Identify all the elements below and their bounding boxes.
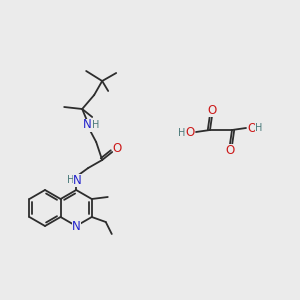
Text: H: H: [92, 120, 100, 130]
Text: O: O: [248, 122, 256, 134]
Text: N: N: [72, 220, 81, 233]
Text: N: N: [73, 173, 82, 187]
Text: O: O: [225, 143, 235, 157]
Text: H: H: [255, 123, 263, 133]
Text: H: H: [68, 175, 75, 185]
Text: N: N: [83, 118, 92, 131]
Text: O: O: [185, 125, 195, 139]
Text: H: H: [178, 128, 186, 138]
Text: O: O: [207, 103, 217, 116]
Text: O: O: [112, 142, 122, 155]
